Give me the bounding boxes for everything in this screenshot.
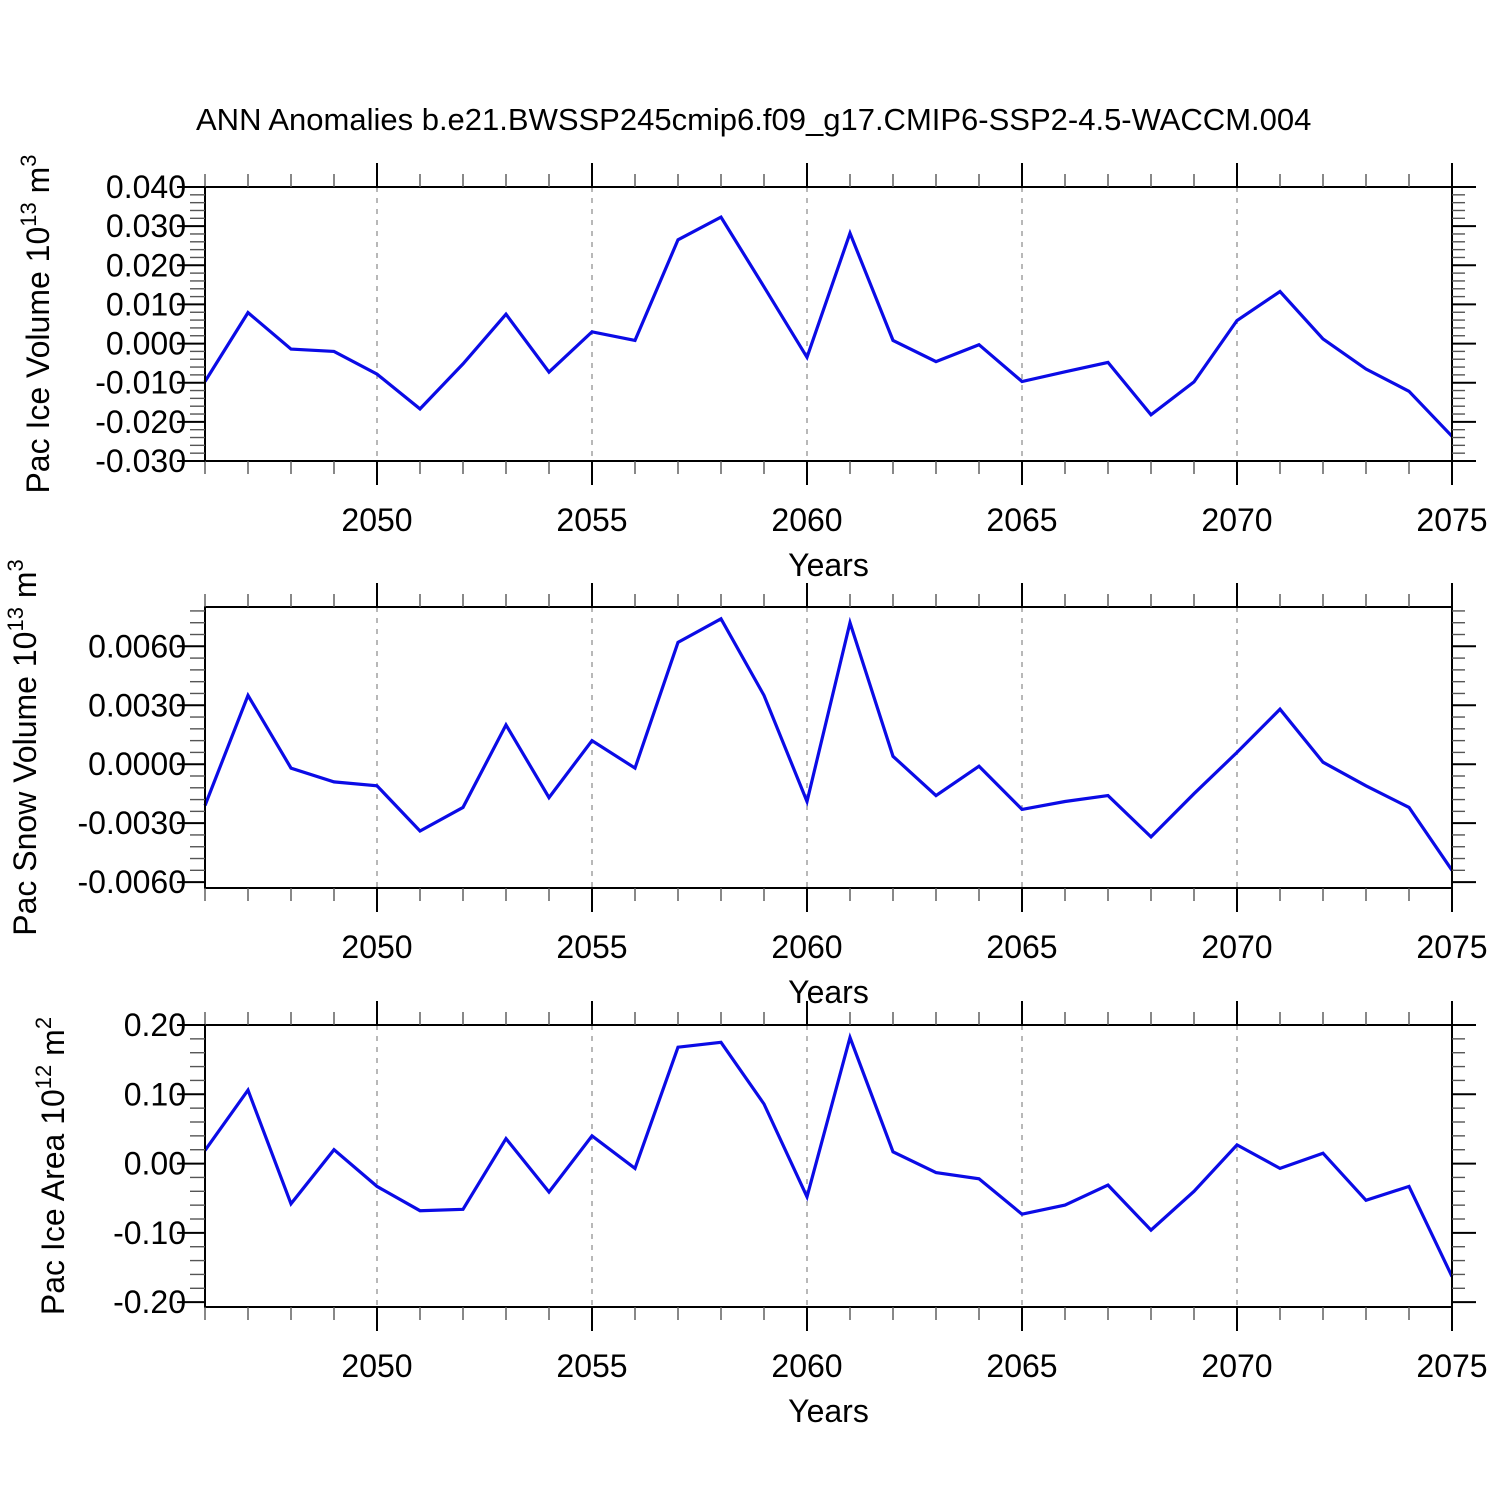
x-tick-label: 2060 (771, 502, 842, 538)
y-tick-label: -0.030 (95, 443, 186, 479)
y-axis-title-superscript: 3 (3, 559, 28, 571)
y-tick-label: 0.20 (124, 1007, 186, 1043)
x-axis-title: Years (788, 974, 869, 1010)
y-tick-label: -0.10 (113, 1215, 186, 1251)
y-tick-label: -0.20 (113, 1284, 186, 1320)
data-line (203, 214, 1454, 438)
x-tick-label: 2055 (556, 502, 627, 538)
x-tick-label: 2065 (986, 502, 1057, 538)
y-axis-title-superscript: 13 (16, 202, 41, 226)
panel-pac-snow-volume: 0.0060 0.0030 0.0000 -0.0030 -0.0060 2050 2055… (3, 559, 1488, 1010)
x-tick-label: 2065 (986, 929, 1057, 965)
x-tick-label: 2070 (1201, 1348, 1272, 1384)
x-tick-label: 2050 (341, 1348, 412, 1384)
y-axis-title-superscript: 13 (3, 607, 28, 631)
plot-box (204, 1024, 1453, 1308)
x-tick-label: 2060 (771, 1348, 842, 1384)
plot-box (204, 606, 1453, 889)
x-tick-label: 2075 (1416, 929, 1487, 965)
y-axis-title-text: Pac Ice Volume 10 (20, 227, 56, 494)
y-tick-label: 0.030 (106, 208, 186, 244)
plot-box (204, 186, 1453, 462)
data-line (203, 616, 1454, 872)
y-tick-label: -0.020 (95, 404, 186, 440)
y-tick-label: 0.000 (106, 326, 186, 362)
x-axis-title: Years (788, 547, 869, 583)
y-axis-title-text: m (35, 1029, 71, 1065)
x-tick-label: 2065 (986, 1348, 1057, 1384)
y-tick-label: 0.10 (124, 1076, 186, 1112)
x-axis-title: Years (788, 1393, 869, 1429)
x-tick-label: 2050 (341, 929, 412, 965)
y-axis-title-superscript: 3 (16, 154, 41, 166)
x-tick-label: 2070 (1201, 929, 1272, 965)
y-tick-label: 0.020 (106, 247, 186, 283)
panel-pac-ice-area: 0.20 0.10 0.00 -0.10 -0.20 2050 2055 2060 2065 20… (31, 1001, 1488, 1429)
y-axis-title: Pac Snow Volume 1013 m3 (3, 559, 43, 935)
y-tick-label: -0.0030 (77, 805, 186, 841)
x-tick-label: 2060 (771, 929, 842, 965)
x-tick-label: 2075 (1416, 1348, 1487, 1384)
x-tick-label: 2050 (341, 502, 412, 538)
y-tick-label: 0.0000 (88, 746, 186, 782)
y-tick-label: 0.040 (106, 169, 186, 205)
x-tick-label: 2055 (556, 929, 627, 965)
y-tick-label: -0.010 (95, 365, 186, 401)
x-tick-label: 2055 (556, 1348, 627, 1384)
y-tick-label: -0.0060 (77, 864, 186, 900)
x-tick-label: 2075 (1416, 502, 1487, 538)
y-axis-title-text: Pac Snow Volume 10 (7, 632, 43, 936)
y-axis-title-text: Pac Ice Area 10 (35, 1089, 71, 1315)
y-axis-title: Pac Ice Area 1012 m2 (31, 1017, 71, 1315)
y-tick-label: 0.00 (124, 1146, 186, 1182)
y-tick-label: 0.0060 (88, 628, 186, 664)
y-axis-title-superscript: 2 (31, 1017, 56, 1029)
data-line (203, 1032, 1454, 1278)
y-tick-label: 0.0030 (88, 687, 186, 723)
x-tick-label: 2070 (1201, 502, 1272, 538)
y-axis-title: Pac Ice Volume 1013 m3 (16, 154, 56, 493)
y-axis-title-superscript: 12 (31, 1065, 56, 1089)
chart-title: ANN Anomalies b.e21.BWSSP245cmip6.f09_g1… (196, 102, 1311, 137)
y-axis-title-text: m (7, 572, 43, 608)
y-tick-label: 0.010 (106, 286, 186, 322)
y-axis-title-text: m (20, 167, 56, 203)
